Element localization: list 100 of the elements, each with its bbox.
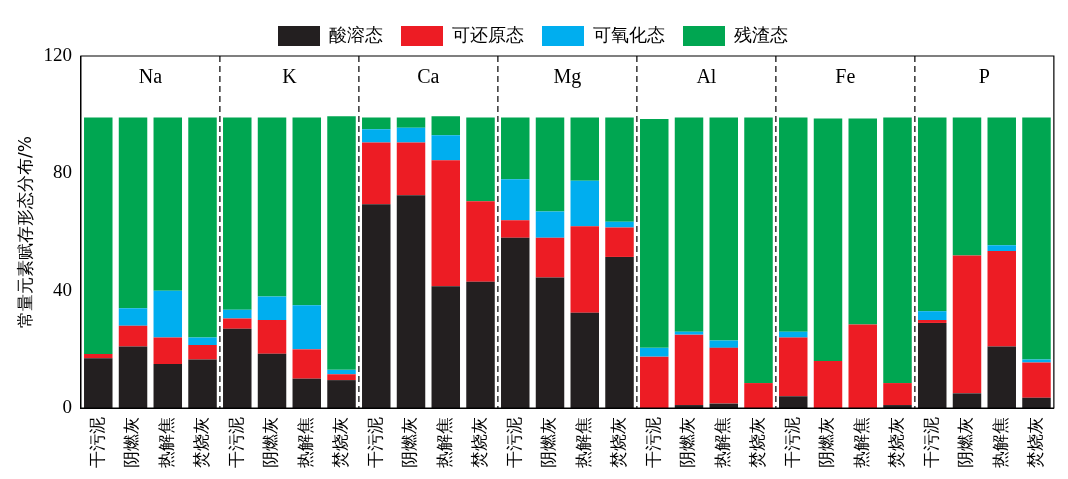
bar	[223, 309, 252, 319]
legend-label: 残渣态	[734, 23, 788, 45]
bar	[1022, 117, 1051, 360]
bar	[153, 117, 183, 291]
bar	[501, 117, 530, 180]
x-tick-label: 热解焦	[990, 417, 1011, 468]
bar	[674, 331, 704, 335]
x-tick-label: 干污泥	[503, 417, 524, 468]
bar	[188, 344, 217, 360]
bar	[327, 116, 356, 370]
bar	[396, 117, 426, 128]
bar	[292, 117, 322, 306]
y-tick-label: 80	[52, 161, 72, 183]
bar	[292, 378, 322, 408]
x-tick-label: 干污泥	[920, 417, 941, 468]
x-tick-label: 干污泥	[86, 417, 107, 468]
bar	[188, 359, 217, 408]
bar	[431, 286, 461, 408]
bar	[362, 129, 391, 143]
x-tick-label: 热解焦	[156, 417, 177, 468]
bar	[327, 369, 356, 375]
x-tick-label: 焚烧灰	[885, 417, 906, 468]
bar	[605, 117, 634, 222]
annotation: Fe	[835, 65, 856, 88]
bar	[952, 117, 982, 256]
legend-label: 可还原态	[452, 23, 524, 45]
annotation: Al	[696, 65, 717, 88]
legend-label: 酸溶态	[329, 23, 383, 45]
bar	[535, 277, 565, 408]
bar	[431, 160, 461, 287]
y-tick-label: 0	[62, 395, 72, 417]
bar	[223, 117, 252, 310]
x-tick-label: 焚烧灰	[1024, 417, 1045, 468]
bar	[813, 118, 843, 362]
bar	[257, 117, 287, 297]
bar	[118, 308, 148, 326]
bar	[987, 251, 1016, 347]
bar	[779, 396, 808, 408]
x-tick-label: 干污泥	[225, 417, 246, 468]
annotation: Ca	[417, 65, 440, 88]
annotation: P	[978, 65, 990, 88]
bar	[153, 364, 183, 408]
bar	[223, 328, 252, 408]
bar	[570, 117, 600, 181]
bar	[466, 117, 495, 202]
bar	[257, 320, 287, 354]
bar	[396, 195, 426, 408]
bar	[535, 211, 565, 238]
bar	[153, 290, 183, 338]
bar	[570, 312, 600, 408]
bar	[987, 117, 1016, 246]
bar	[883, 117, 912, 384]
bar	[987, 346, 1016, 408]
bar	[674, 117, 704, 332]
bar	[501, 179, 530, 221]
bar	[918, 322, 947, 408]
annotation: K	[282, 65, 298, 88]
bar	[84, 358, 113, 408]
x-tick-label: 热解焦	[851, 417, 872, 468]
bar	[813, 361, 843, 408]
bar	[779, 331, 808, 338]
bar	[327, 374, 356, 381]
x-tick-label: 热解焦	[573, 417, 594, 468]
bar	[952, 393, 982, 408]
x-tick-label: 热解焦	[434, 417, 455, 468]
bar	[327, 380, 356, 408]
bar	[918, 117, 947, 312]
annotation: Na	[138, 65, 163, 88]
bar	[535, 117, 565, 212]
bar	[188, 337, 217, 345]
bar	[848, 118, 877, 325]
bar	[535, 237, 565, 278]
bar	[918, 311, 947, 320]
x-tick-label: 热解焦	[712, 417, 733, 468]
y-axis-title: 常量元素赋存形态分布/%	[14, 136, 35, 328]
bar	[605, 256, 634, 408]
bar	[118, 117, 148, 309]
x-tick-label: 阴燃灰	[816, 417, 837, 468]
bar	[605, 227, 634, 257]
bar	[1022, 362, 1051, 398]
bar	[118, 346, 148, 408]
bar	[605, 221, 634, 228]
x-tick-label: 焚烧灰	[468, 417, 489, 468]
bar	[362, 204, 391, 408]
bar	[709, 117, 738, 341]
bar	[223, 318, 252, 329]
x-tick-label: 阴燃灰	[538, 417, 559, 468]
bar	[918, 320, 947, 323]
bar	[744, 117, 773, 384]
bar	[431, 135, 461, 161]
bar	[362, 117, 391, 130]
x-tick-label: 干污泥	[364, 417, 385, 468]
bar	[779, 337, 808, 397]
x-tick-label: 热解焦	[295, 417, 316, 468]
bar	[188, 117, 217, 338]
bar	[396, 142, 426, 196]
bar	[466, 281, 495, 408]
bar	[570, 180, 600, 227]
bar	[883, 383, 912, 406]
bar	[744, 383, 773, 408]
